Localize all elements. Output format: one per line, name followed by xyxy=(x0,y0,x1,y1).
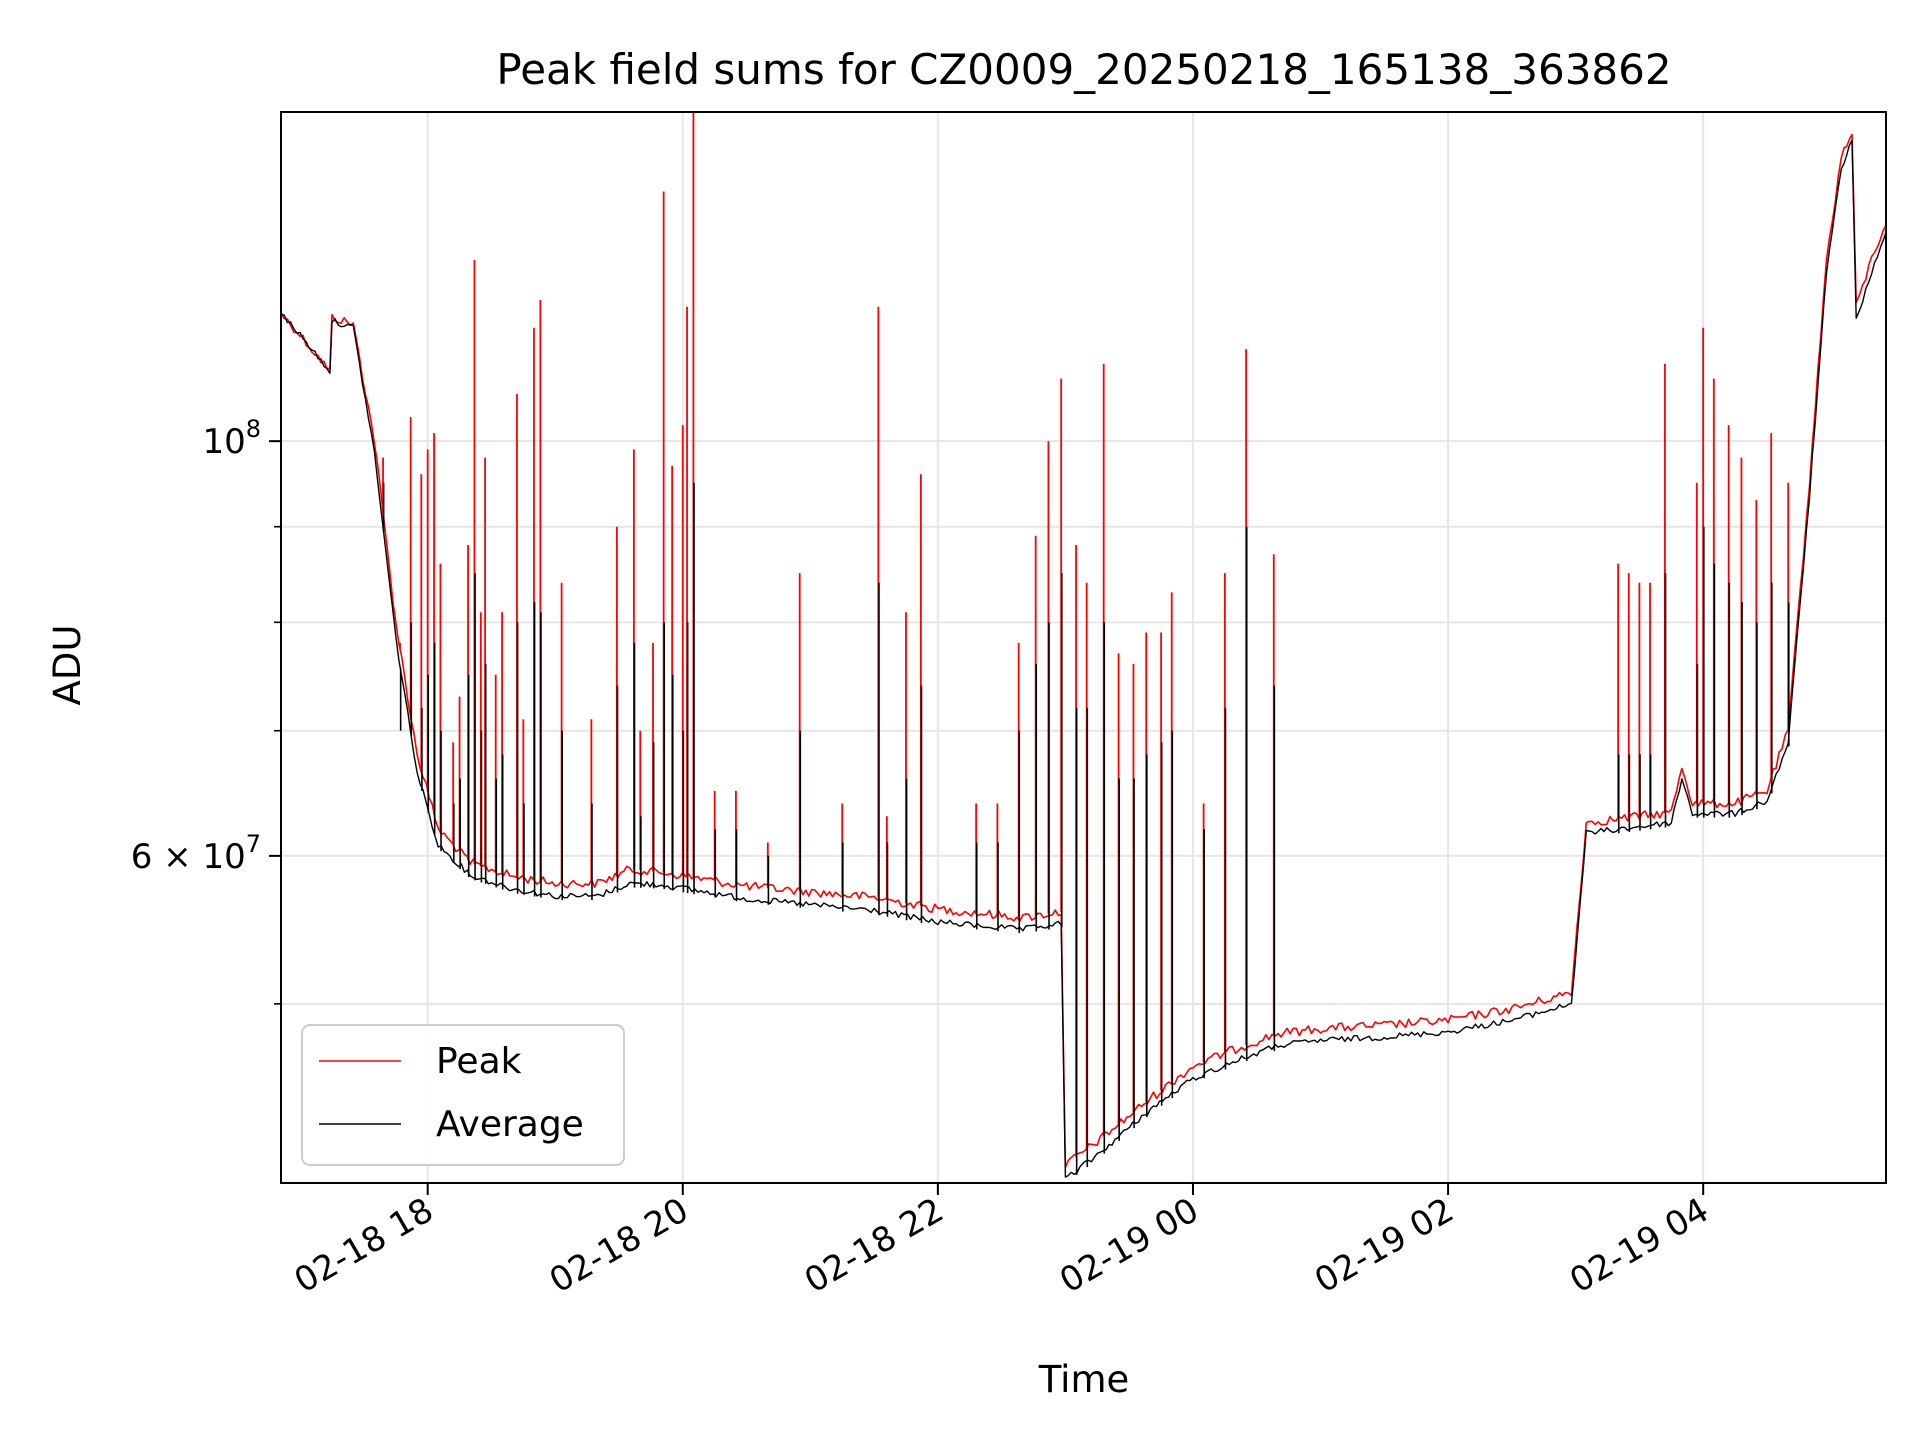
chart-title: Peak field sums for CZ0009_20250218_1651… xyxy=(496,45,1671,94)
plot-frame xyxy=(280,111,1887,1184)
y-axis: 108 6 × 107 xyxy=(131,415,281,1005)
legend: Peak Average xyxy=(301,1024,625,1166)
series-average-line xyxy=(281,139,1886,1178)
y-axis-label: ADU xyxy=(46,625,89,706)
series-peak-line xyxy=(281,133,1886,1169)
legend-average-label: Average xyxy=(436,1104,584,1145)
x-axis-label: Time xyxy=(1038,1358,1130,1401)
series-layer xyxy=(281,112,1886,1178)
legend-peak-label: Peak xyxy=(436,1041,522,1082)
y-tick-label: 6 × 107 xyxy=(131,830,261,877)
y-tick-label: 108 xyxy=(202,415,261,462)
legend-box xyxy=(301,1024,625,1166)
